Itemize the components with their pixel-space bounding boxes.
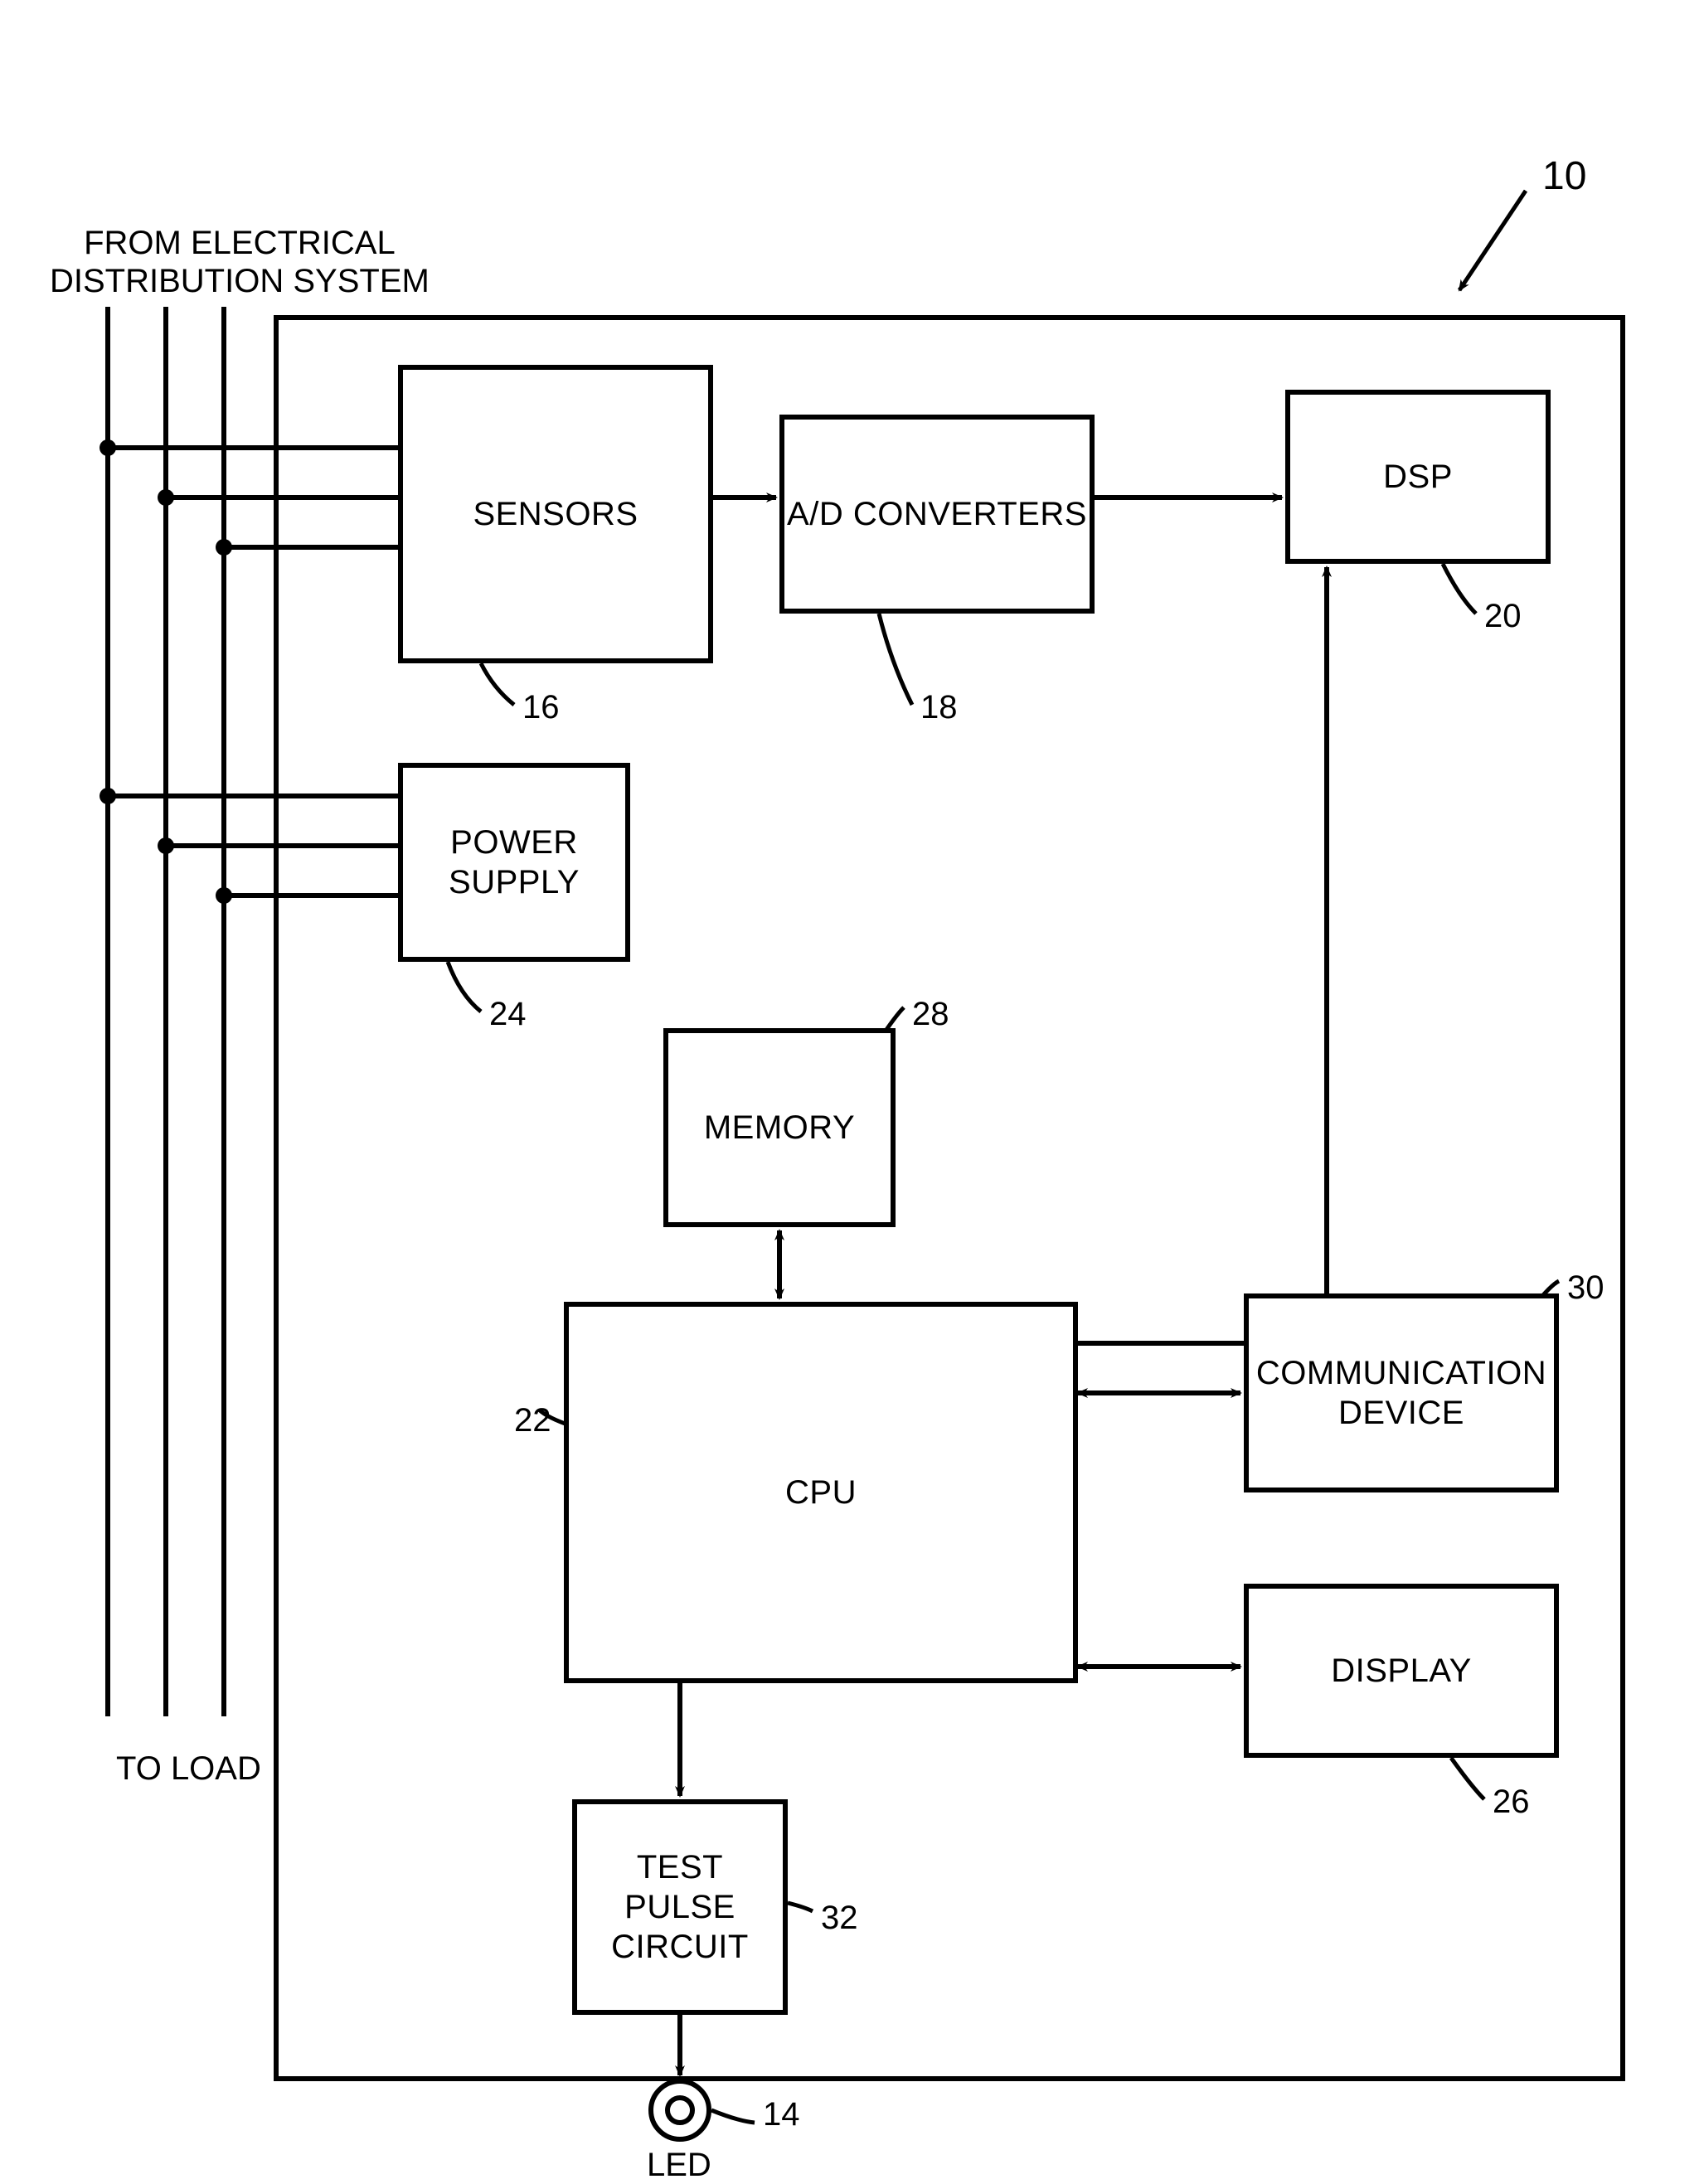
- dsp-block: DSP: [1285, 390, 1551, 564]
- dsp-ref-label: 20: [1484, 597, 1522, 635]
- adc-block: A/D CONVERTERS: [779, 415, 1095, 614]
- to-load-label: TO LOAD: [116, 1750, 261, 1788]
- memory-block: MEMORY: [663, 1028, 896, 1227]
- led-ref-label: 14: [763, 2095, 800, 2133]
- diagram-stage: FROM ELECTRICAL DISTRIBUTION SYSTEM TO LO…: [0, 0, 1704, 2159]
- display-ref-label: 26: [1493, 1783, 1530, 1821]
- cpu-block: CPU: [564, 1302, 1078, 1683]
- input-source-label: FROM ELECTRICAL DISTRIBUTION SYSTEM: [50, 224, 430, 300]
- sensors-block: SENSORS: [398, 365, 713, 663]
- comm-ref-label: 30: [1567, 1269, 1604, 1307]
- test-block: TEST PULSE CIRCUIT: [572, 1799, 788, 2015]
- test-ref-label: 32: [821, 1899, 858, 1937]
- led-inner-icon: [665, 2095, 695, 2125]
- memory-ref-label: 28: [912, 995, 949, 1033]
- power-ref-label: 24: [489, 995, 527, 1033]
- figure-ref-label: 10: [1542, 153, 1586, 199]
- power-block: POWER SUPPLY: [398, 763, 630, 962]
- led-label: LED: [647, 2146, 711, 2184]
- comm-block: COMMUNICATION DEVICE: [1244, 1293, 1559, 1492]
- adc-ref-label: 18: [920, 688, 958, 726]
- sensors-ref-label: 16: [522, 688, 560, 726]
- cpu-ref-label: 22: [514, 1401, 551, 1439]
- display-block: DISPLAY: [1244, 1584, 1559, 1758]
